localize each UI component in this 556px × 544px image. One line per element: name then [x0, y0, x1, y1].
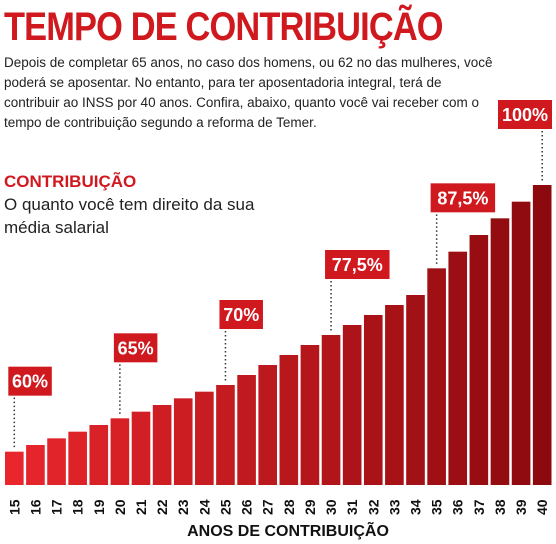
bar-16: [26, 445, 45, 485]
annotation-box: [113, 333, 158, 363]
intro-text: Depois de completar 65 anos, no caso dos…: [4, 55, 493, 130]
annotations-group: 60% 65% 70% 77,5% 87,5% 100%: [8, 100, 552, 449]
x-tick-label: 30: [323, 499, 339, 515]
bar-32: [363, 315, 383, 485]
bar-29: [300, 345, 320, 485]
x-tick-label: 35: [429, 499, 445, 515]
x-tick-label: 39: [513, 499, 529, 515]
x-tick-label: 37: [471, 499, 487, 515]
x-tick-label: 31: [344, 499, 360, 515]
bar-17: [47, 438, 66, 485]
x-tick-label: 18: [70, 499, 86, 515]
annotation-label: 70%: [223, 305, 259, 325]
bar-24: [195, 391, 214, 485]
bar-18: [68, 431, 87, 485]
x-tick-label: 24: [196, 499, 212, 515]
x-tick-label: 22: [154, 499, 170, 515]
page-title: TEMPO DE CONTRIBUIÇÃO: [4, 5, 444, 49]
bar-21: [131, 411, 151, 485]
x-tick-label: 15: [6, 499, 22, 515]
x-tick-labels: 15 16 17 18 19 20 21 22 23 24 25 26 27 28 29 30 31 32 33 34…: [6, 499, 550, 515]
x-tick-label: 36: [450, 499, 466, 515]
bar-25: [216, 385, 235, 485]
bar-40: [532, 185, 552, 485]
x-tick-label: 38: [492, 499, 508, 515]
annotation-label: 60%: [12, 372, 48, 392]
x-tick-label: 27: [260, 499, 276, 515]
bar-26: [237, 375, 256, 485]
annotation-label: 77,5%: [332, 255, 383, 275]
x-tick-label: 23: [175, 499, 191, 515]
x-tick-label: 28: [281, 499, 297, 515]
annotation-label: 65%: [118, 338, 154, 358]
annotation-box: [325, 250, 390, 279]
bar-28: [279, 355, 299, 485]
bars-group: [5, 185, 552, 486]
bar-34: [406, 295, 425, 485]
x-tick-label: 40: [534, 499, 550, 515]
bar-38: [490, 218, 510, 485]
bar-27: [258, 365, 277, 485]
x-tick-label: 21: [133, 499, 149, 515]
bar-15: [5, 451, 24, 485]
bar-23: [173, 398, 193, 485]
x-axis-label: ANOS DE CONTRIBUIÇÃO: [187, 520, 389, 540]
bar-35: [427, 268, 446, 485]
x-tick-label: 26: [239, 499, 255, 515]
x-tick-label: 29: [302, 499, 318, 515]
x-tick-label: 17: [49, 499, 65, 515]
annotation-label: 87,5%: [437, 188, 488, 208]
section-title: CONTRIBUIÇÃO: [4, 172, 137, 191]
bar-36: [448, 251, 468, 485]
bar-22: [152, 405, 172, 485]
bar-30: [321, 335, 341, 485]
x-tick-label: 34: [408, 499, 424, 515]
x-tick-label: 32: [365, 499, 381, 515]
annotation-box: [498, 100, 552, 129]
bar-19: [89, 425, 109, 485]
annotation-box: [8, 366, 52, 396]
annotation-label: 100%: [502, 105, 548, 125]
bar-31: [342, 325, 362, 485]
bar-20: [110, 418, 130, 485]
annotation-box: [219, 300, 263, 329]
x-tick-label: 16: [27, 499, 43, 515]
x-tick-label: 20: [112, 499, 128, 515]
x-tick-label: 25: [217, 499, 233, 515]
bar-37: [469, 235, 489, 485]
bar-39: [511, 201, 531, 486]
bar-33: [385, 305, 404, 485]
annotation-box: [430, 183, 496, 213]
section-subtitle: O quanto você tem direito da sua média s…: [4, 195, 255, 237]
x-tick-label: 19: [91, 499, 107, 515]
x-tick-label: 33: [386, 499, 402, 515]
